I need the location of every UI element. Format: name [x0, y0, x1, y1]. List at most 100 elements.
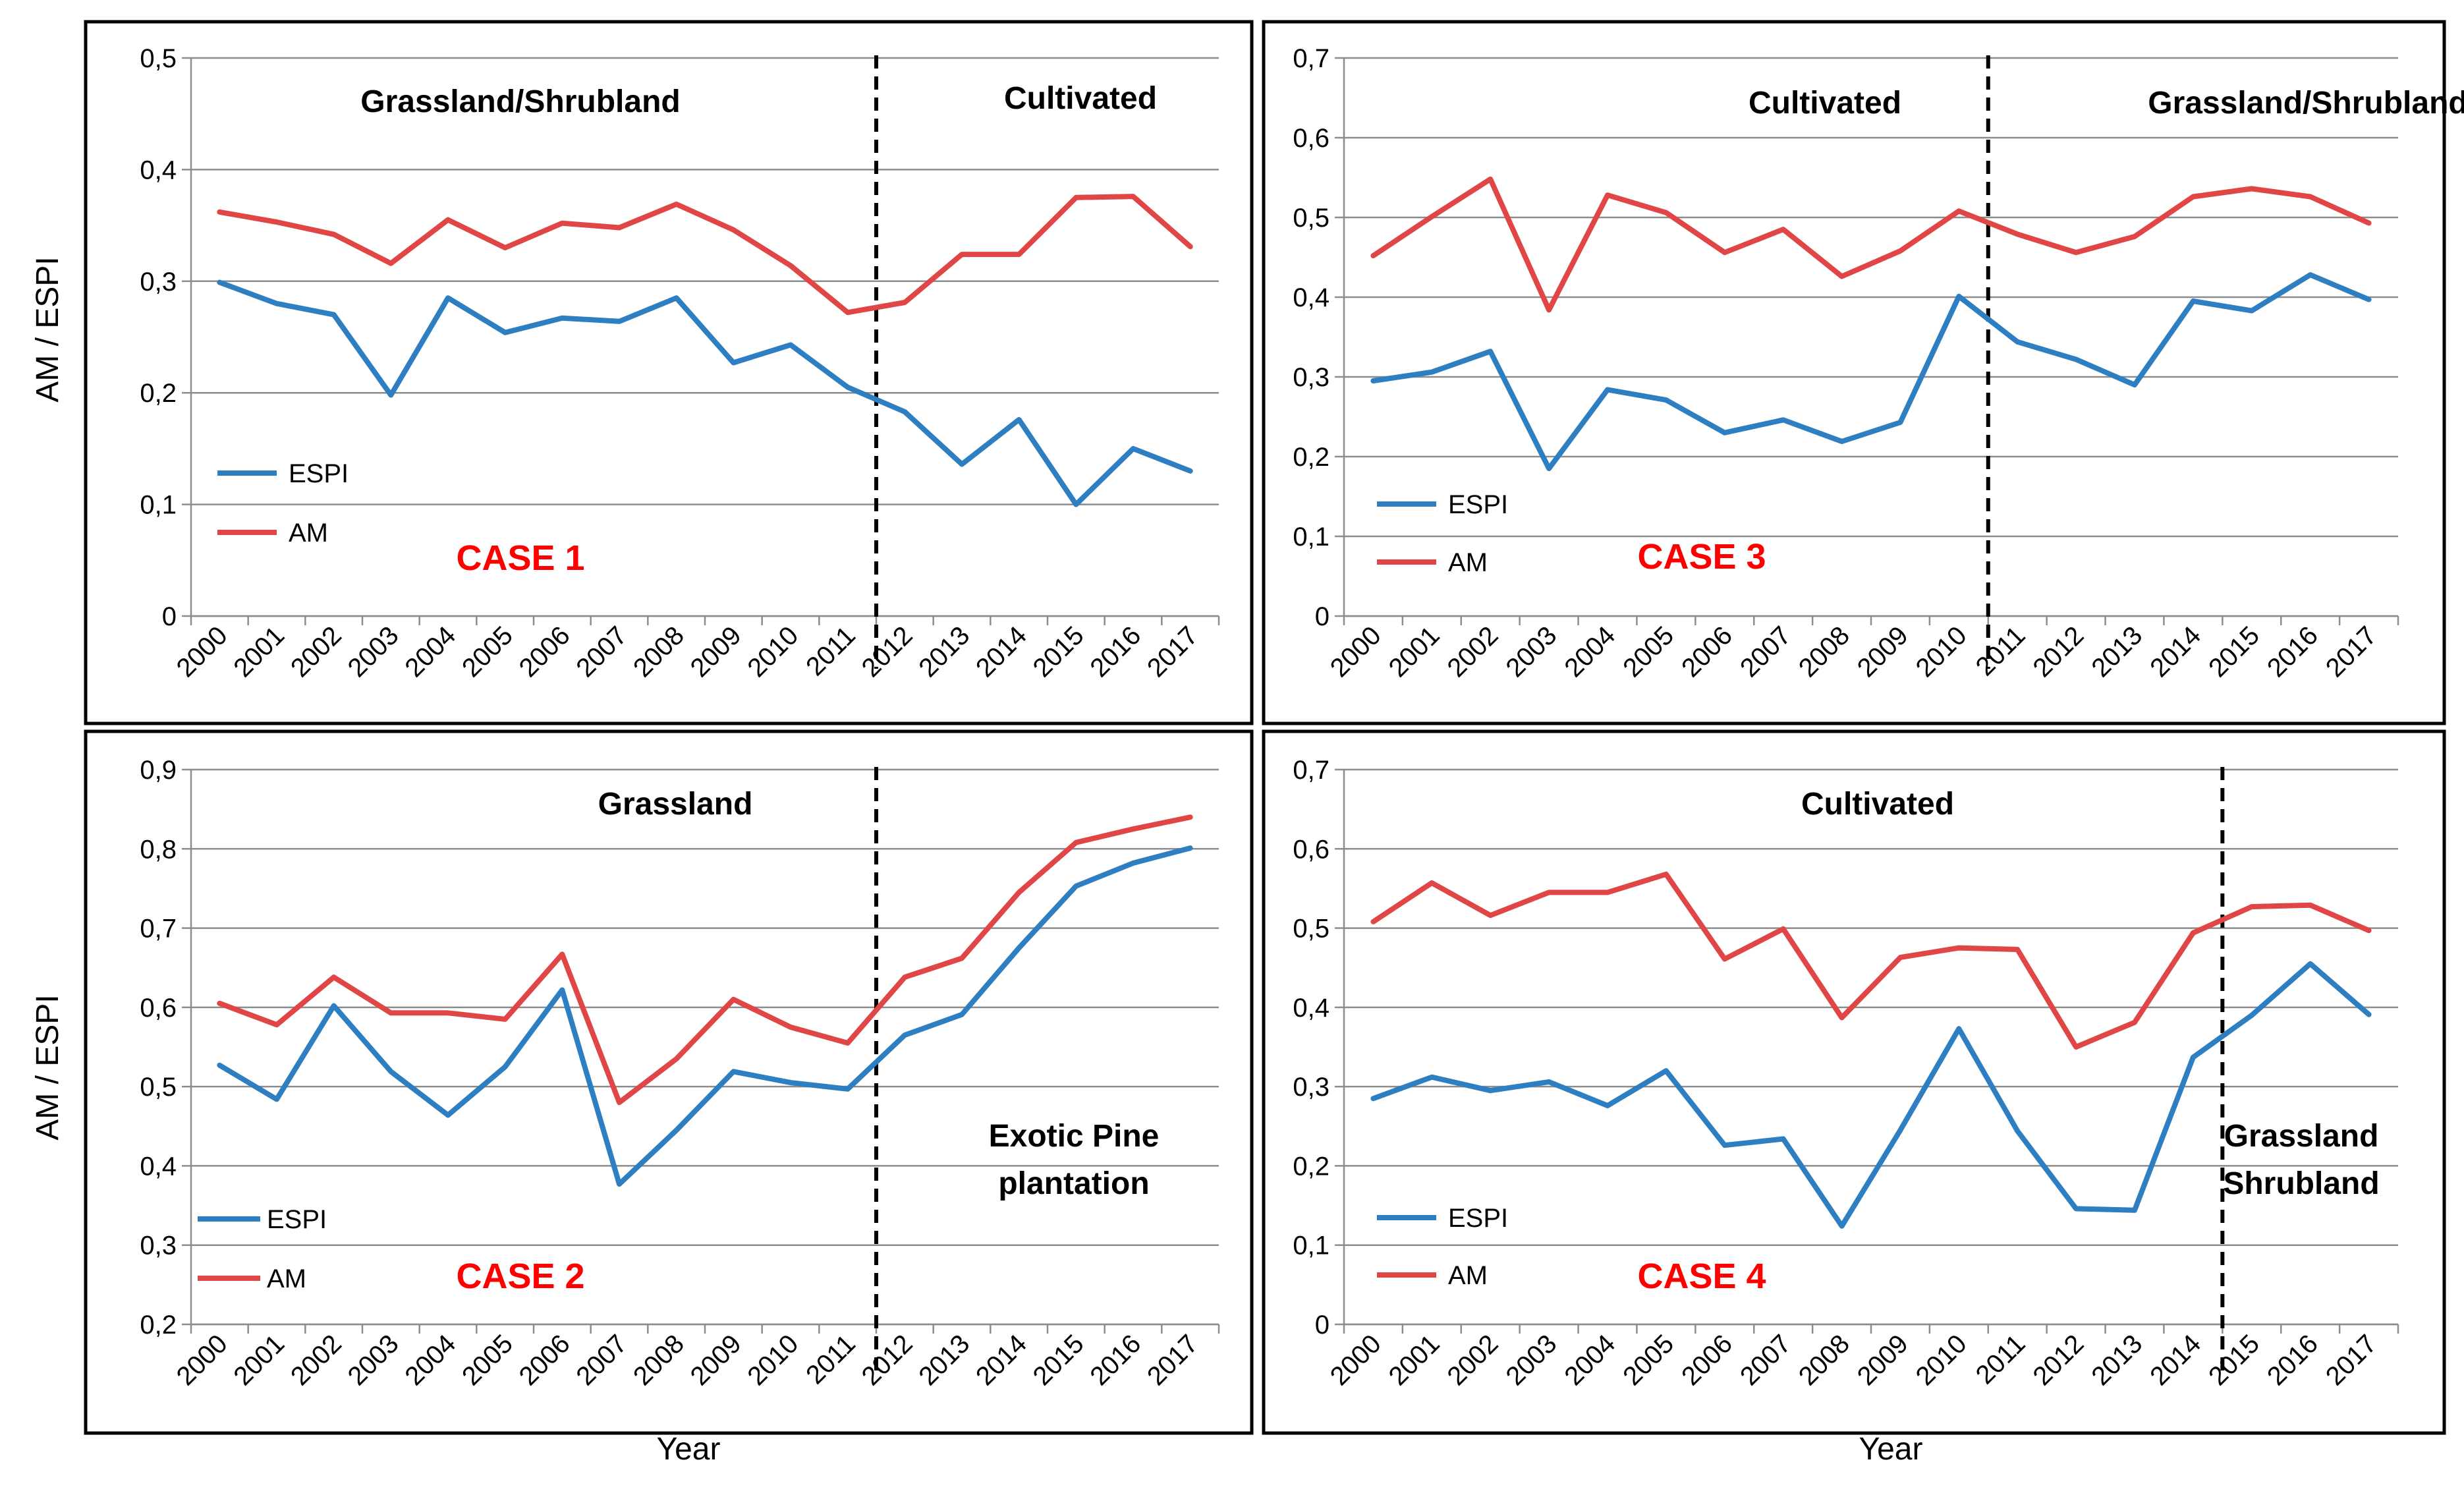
x-tick-label: 2011: [800, 621, 861, 681]
x-tick-label: 2015: [2203, 621, 2265, 683]
y-tick-label: 0,3: [1293, 363, 1330, 392]
y-tick-label: 0,1: [1293, 523, 1330, 551]
x-tick-label: 2012: [856, 1329, 918, 1391]
chart-panel-case-3: 00,10,20,30,40,50,60,7200020012002200320…: [1262, 20, 2464, 725]
x-tick-label: 2004: [1559, 1329, 1621, 1391]
series-line-espi: [1370, 272, 2372, 472]
x-tick-label: 2014: [2144, 1329, 2206, 1391]
legend-label-espi: ESPI: [289, 459, 349, 488]
x-tick-label: 2010: [1911, 621, 1973, 683]
x-tick-label: 2004: [399, 621, 461, 683]
x-tick-label: 2016: [2262, 1329, 2324, 1391]
x-tick-label: 2011: [1971, 621, 2031, 681]
series-line-am: [1370, 176, 2372, 313]
y-tick-label: 0,4: [140, 1152, 177, 1181]
series-line-espi: [217, 279, 1193, 507]
y-tick-label: 0: [1315, 1311, 1330, 1340]
x-tick-label: 2015: [2203, 1329, 2265, 1391]
x-tick-label: 2013: [2086, 621, 2148, 683]
series-line-espi: [217, 845, 1193, 1187]
y-axis-title: AM / ESPI: [30, 994, 65, 1140]
region-annotation: Shrubland: [2223, 1166, 2379, 1201]
legend-label-am: AM: [1448, 548, 1488, 577]
x-tick-label: 2017: [1142, 1329, 1204, 1391]
x-tick-label: 2017: [1142, 621, 1204, 683]
x-tick-label: 2000: [171, 621, 233, 683]
legend-label-am: AM: [267, 1264, 306, 1293]
x-tick-label: 2000: [1325, 621, 1387, 683]
x-tick-label: 2006: [1676, 621, 1738, 683]
series-line-am: [217, 814, 1193, 1106]
region-annotation: plantation: [998, 1166, 1149, 1201]
region-annotation: Grassland: [2224, 1119, 2379, 1154]
x-tick-label: 2007: [571, 621, 632, 683]
series-line-am: [1370, 871, 2372, 1050]
x-tick-label: 2001: [1384, 1329, 1445, 1391]
x-tick-label: 2010: [742, 621, 804, 683]
region-annotation: Grassland/Shrubland: [360, 84, 680, 119]
x-tick-label: 2005: [1617, 621, 1679, 683]
legend-label-espi: ESPI: [267, 1205, 327, 1234]
y-tick-label: 0,4: [1293, 994, 1330, 1023]
x-tick-label: 2009: [1852, 621, 1914, 683]
case-label: CASE 3: [1637, 537, 1766, 577]
region-annotation: Cultivated: [1749, 86, 1901, 121]
x-tick-label: 2010: [1911, 1329, 1973, 1391]
y-tick-label: 0: [162, 602, 177, 631]
x-tick-label: 2012: [856, 621, 918, 683]
y-tick-label: 0,5: [140, 1073, 177, 1102]
x-tick-label: 2014: [970, 1329, 1032, 1391]
chart-panel-case-2: 0,2 0,3 0,4 0,5 0,6 0,7 0,8 0,9 2000200120022003…: [30, 729, 1254, 1467]
panel-border: [1262, 729, 2446, 1435]
y-tick-label: 0,8: [140, 835, 177, 864]
y-tick-label: 0,7: [140, 915, 177, 944]
x-tick-label: 2000: [1325, 1329, 1387, 1391]
y-tick-label: 0,3: [140, 1231, 177, 1260]
x-tick-label: 2015: [1028, 621, 1090, 683]
x-axis-title: Year: [657, 1432, 721, 1467]
panel-border: [1262, 20, 2446, 725]
x-tick-label: 2009: [685, 621, 747, 683]
x-tick-label: 2001: [1384, 621, 1445, 683]
x-tick-label: 2013: [2086, 1329, 2148, 1391]
y-tick-label: 0,3: [140, 268, 177, 297]
x-tick-label: 2013: [913, 1329, 975, 1391]
series-line-am: [217, 194, 1193, 316]
x-tick-label: 2016: [1084, 621, 1146, 683]
x-tick-label: 2001: [228, 621, 290, 683]
legend-label-am: AM: [1448, 1261, 1488, 1290]
y-tick-label: 0,5: [1293, 204, 1330, 233]
x-tick-label: 2006: [514, 621, 576, 683]
region-annotation: Cultivated: [1801, 787, 1954, 822]
chart-panel-case-1: 0 0,1 0,2 0,3 0,4 0,5 200020012002200320042005…: [30, 20, 1254, 725]
x-tick-label: 2012: [2027, 621, 2089, 683]
y-tick-label: 0,1: [140, 491, 177, 520]
legend-label-am: AM: [289, 519, 328, 548]
y-tick-label: 0,6: [1293, 124, 1330, 153]
x-tick-label: 2014: [970, 621, 1032, 683]
x-tick-label: 2015: [1028, 1329, 1090, 1391]
series-line-espi: [1370, 961, 2372, 1229]
case-label: CASE 2: [456, 1257, 584, 1296]
x-tick-label: 2002: [285, 621, 347, 683]
y-tick-label: 0,3: [1293, 1073, 1330, 1102]
x-tick-label: 2012: [2027, 1329, 2089, 1391]
case-label: CASE 4: [1637, 1257, 1766, 1296]
y-tick-label: 0,1: [1293, 1231, 1330, 1260]
x-tick-label: 2011: [1971, 1329, 2031, 1390]
panel-border: [84, 20, 1254, 725]
y-tick-label: 0,6: [140, 994, 177, 1023]
legend-label-espi: ESPI: [1448, 490, 1508, 519]
x-axis-title: Year: [1859, 1432, 1923, 1467]
x-tick-label: 2002: [1442, 1329, 1504, 1391]
x-tick-label: 2000: [171, 1329, 233, 1391]
x-tick-label: 2016: [1084, 1329, 1146, 1391]
x-tick-label: 2005: [457, 621, 518, 683]
y-tick-label: 0,4: [140, 155, 177, 184]
legend-label-espi: ESPI: [1448, 1204, 1508, 1233]
case-label: CASE 1: [456, 538, 584, 578]
panel-border: [84, 729, 1254, 1435]
x-tick-label: 2001: [228, 1329, 290, 1391]
region-annotation: Cultivated: [1004, 81, 1157, 116]
